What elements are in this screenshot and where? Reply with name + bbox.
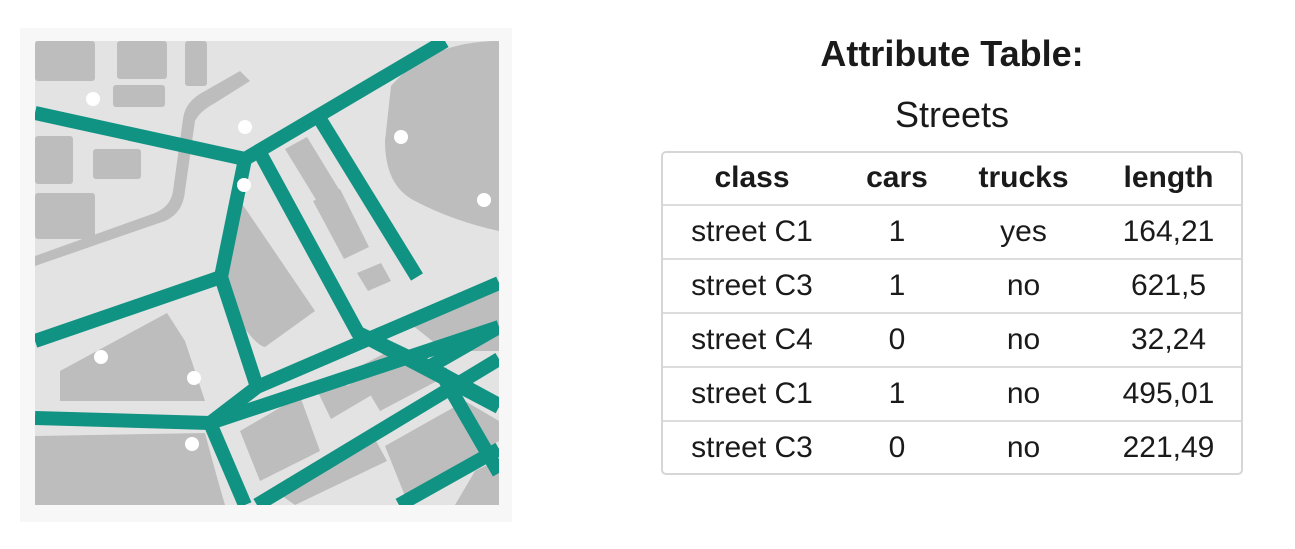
cell-cars: 1 [842,259,952,314]
street-line [203,420,252,505]
map-blocks [35,41,499,505]
cell-trucks: no [1006,431,1041,464]
map-point [187,371,201,385]
map-point [94,350,108,364]
cell-cars: 0 [888,431,906,464]
cell-class: street C1 [662,367,842,422]
attribute-table: class cars trucks length street C1 1 yes… [661,151,1243,475]
cell-class: street C3 [691,431,813,464]
street-line [207,320,499,430]
street-network [35,41,499,505]
cell-class: street C1 [662,205,842,260]
column-header-trucks[interactable]: trucks [952,152,1095,206]
cell-trucks: no [952,313,1095,368]
table-row[interactable]: street C1 1 no 495,01 [662,367,1242,422]
cell-cars: 0 [842,313,952,368]
cell-cars: 1 [842,367,952,422]
cell-class: street C4 [662,313,842,368]
table-row[interactable]: street C1 1 yes 164,21 [662,205,1242,260]
cell-class: street C3 [662,259,842,314]
attribute-table-title: Attribute Table: [820,33,1084,74]
cell-cars: 1 [842,205,952,260]
cell-trucks: no [952,259,1095,314]
cell-length: 495,01 [1095,367,1242,422]
column-header-class[interactable]: class [662,152,842,206]
table-row[interactable]: street C4 0 no 32,24 [662,313,1242,368]
cell-length: 621,5 [1095,259,1242,314]
map-point [394,130,408,144]
map-points [86,92,491,451]
cell-length: 164,21 [1095,205,1242,260]
cell-trucks: yes [952,205,1095,260]
column-header-length[interactable]: length [1095,152,1242,206]
map-point [237,178,251,192]
map-point [238,120,252,134]
map-point [185,437,199,451]
map-point [86,92,100,106]
table-row[interactable]: street C3 0 no 221,49 [662,421,1242,474]
street-line [312,112,423,281]
cell-length: 221,49 [1122,431,1215,464]
street-line [35,270,224,348]
cell-length: 32,24 [1095,313,1242,368]
street-line [395,442,499,505]
layer-name: Streets [894,94,1010,135]
table-header-row: class cars trucks length [662,152,1242,206]
table-row[interactable]: street C3 1 no 621,5 [662,259,1242,314]
map-point [477,193,491,207]
street-map [35,41,499,505]
column-header-cars[interactable]: cars [842,152,952,206]
street-line [253,353,499,505]
cell-trucks: no [952,367,1095,422]
attribute-panel: Attribute Table: Streets class cars truc… [661,30,1243,475]
